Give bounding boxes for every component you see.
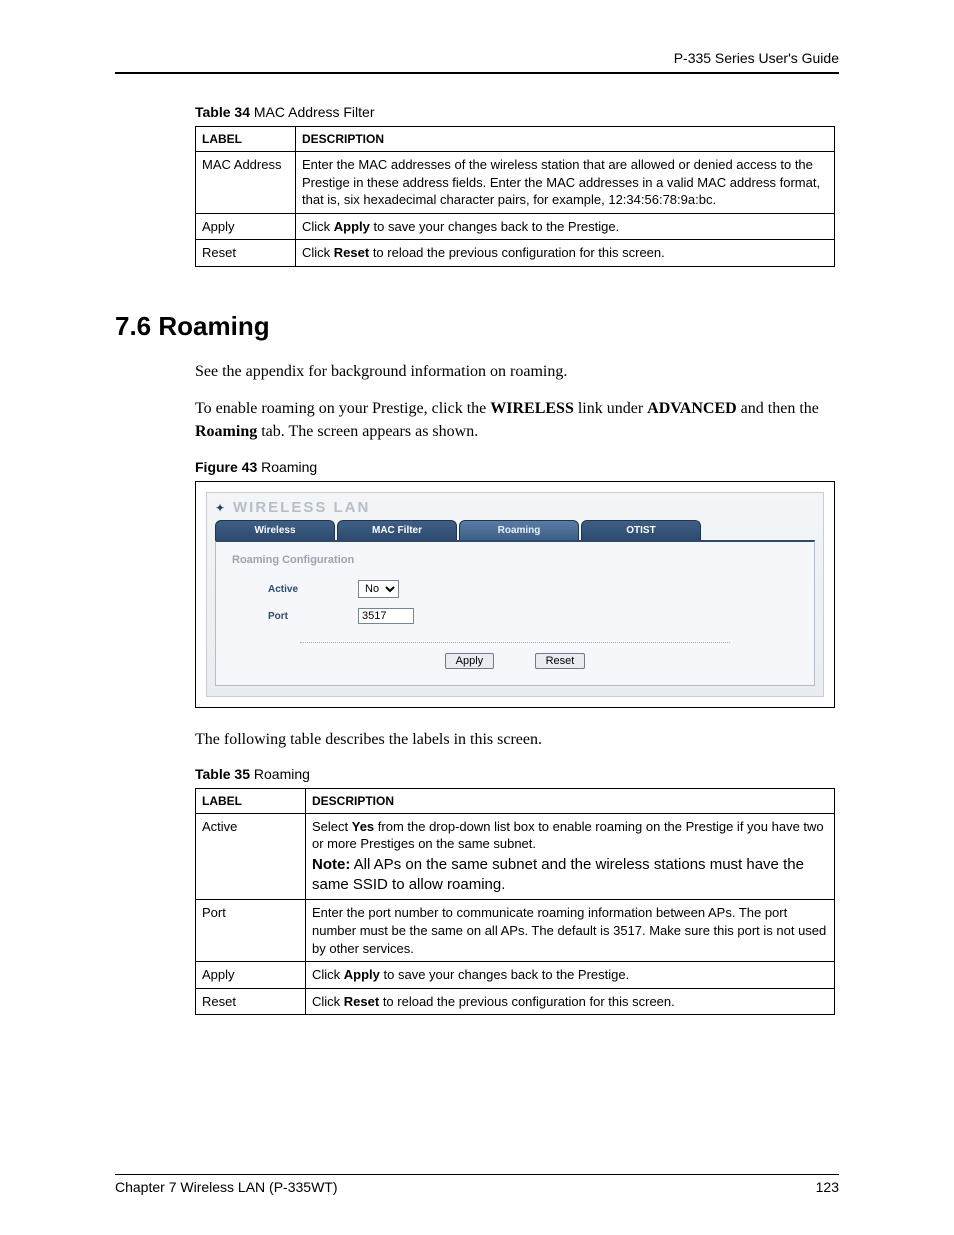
figure43-ui-frame: ✦ WIRELESS LAN Wireless MAC Filter Roami… [195, 481, 835, 708]
footer-left: Chapter 7 Wireless LAN (P-335WT) [115, 1179, 338, 1195]
apply-button[interactable]: Apply [445, 653, 495, 669]
text: link under [574, 400, 647, 417]
text: and then the [737, 400, 819, 417]
table-row: Apply Click Apply to save your changes b… [196, 213, 835, 240]
text-bold: WIRELESS [490, 400, 574, 417]
ui-panel: ✦ WIRELESS LAN Wireless MAC Filter Roami… [206, 492, 824, 697]
table34-r2-label: Reset [196, 240, 296, 267]
footer-right: 123 [816, 1179, 839, 1195]
text: to reload the previous configuration for… [369, 245, 665, 260]
text-bold: Yes [352, 819, 374, 834]
table34-caption: Table 34 MAC Address Filter [195, 104, 839, 120]
active-select[interactable]: No [358, 580, 399, 598]
table35-caption-bold: Table 35 [195, 766, 250, 782]
table34-r0-desc: Enter the MAC addresses of the wireless … [296, 152, 835, 214]
table35-caption-rest: Roaming [250, 766, 310, 782]
figure43-caption-rest: Roaming [257, 459, 317, 475]
table34-r0-label: MAC Address [196, 152, 296, 214]
table-row: Reset Click Reset to reload the previous… [196, 240, 835, 267]
table-header-row: LABEL DESCRIPTION [196, 788, 835, 813]
para1: See the appendix for background informat… [195, 360, 839, 383]
ui-divider [300, 642, 730, 643]
ui-body: Roaming Configuration Active No Port App… [215, 540, 815, 686]
section-heading: 7.6 Roaming [115, 311, 839, 342]
figure43-caption: Figure 43 Roaming [195, 459, 839, 475]
tab-mac-filter[interactable]: MAC Filter [337, 520, 457, 540]
text: Click [312, 967, 344, 982]
ui-title-row: ✦ WIRELESS LAN [207, 493, 823, 520]
text: To enable roaming on your Prestige, clic… [195, 400, 490, 417]
text: Select [312, 819, 352, 834]
table-row: Port Enter the port number to communicat… [196, 900, 835, 962]
table35-active-desc: Select Yes from the drop-down list box t… [306, 813, 835, 900]
text-bold: Note: [312, 856, 350, 873]
text-bold: Roaming [195, 423, 257, 440]
ui-section-label: Roaming Configuration [232, 554, 800, 566]
table35-reset-label: Reset [196, 988, 306, 1015]
bullet-icon: ✦ [215, 503, 225, 513]
header-rule [115, 72, 839, 74]
port-input[interactable] [358, 608, 414, 624]
table34-head-desc: DESCRIPTION [296, 127, 835, 152]
text: Click [312, 994, 344, 1009]
table-row: Apply Click Apply to save your changes b… [196, 962, 835, 989]
table35-reset-desc: Click Reset to reload the previous confi… [306, 988, 835, 1015]
table34-caption-bold: Table 34 [195, 104, 250, 120]
text: tab. The screen appears as shown. [257, 423, 478, 440]
text: Click [302, 245, 334, 260]
table35-port-label: Port [196, 900, 306, 962]
table35-port-desc: Enter the port number to communicate roa… [306, 900, 835, 962]
text: Click [302, 219, 334, 234]
footer: Chapter 7 Wireless LAN (P-335WT) 123 [115, 1174, 839, 1195]
table35-head-desc: DESCRIPTION [306, 788, 835, 813]
table34-r1-desc: Click Apply to save your changes back to… [296, 213, 835, 240]
footer-rule [115, 1174, 839, 1175]
table34-r2-desc: Click Reset to reload the previous confi… [296, 240, 835, 267]
table-row: Reset Click Reset to reload the previous… [196, 988, 835, 1015]
text: from the drop-down list box to enable ro… [312, 819, 824, 852]
table34: LABEL DESCRIPTION MAC Address Enter the … [195, 126, 835, 267]
ui-title: WIRELESS LAN [233, 499, 370, 516]
para2: To enable roaming on your Prestige, clic… [195, 397, 839, 443]
figure43-caption-bold: Figure 43 [195, 459, 257, 475]
table-row: Active Select Yes from the drop-down lis… [196, 813, 835, 900]
table35-apply-label: Apply [196, 962, 306, 989]
after-figure-para: The following table describes the labels… [195, 728, 839, 751]
table35-apply-desc: Click Apply to save your changes back to… [306, 962, 835, 989]
text-bold: Reset [344, 994, 379, 1009]
table-row: MAC Address Enter the MAC addresses of t… [196, 152, 835, 214]
text: to save your changes back to the Prestig… [380, 967, 629, 982]
text: All APs on the same subnet and the wirel… [312, 856, 804, 893]
port-label: Port [268, 611, 358, 622]
text-bold: Apply [334, 219, 370, 234]
tab-roaming[interactable]: Roaming [459, 520, 579, 540]
active-label: Active [268, 584, 358, 595]
text-bold: ADVANCED [647, 400, 737, 417]
table34-caption-rest: MAC Address Filter [250, 104, 374, 120]
table34-head-label: LABEL [196, 127, 296, 152]
text-bold: Apply [344, 967, 380, 982]
text-bold: Reset [334, 245, 369, 260]
footer-row: Chapter 7 Wireless LAN (P-335WT) 123 [115, 1179, 839, 1195]
tab-wireless[interactable]: Wireless [215, 520, 335, 540]
table35-caption: Table 35 Roaming [195, 766, 839, 782]
text: to reload the previous configuration for… [379, 994, 675, 1009]
ui-tabs: Wireless MAC Filter Roaming OTIST [207, 520, 823, 540]
text: to save your changes back to the Prestig… [370, 219, 619, 234]
table35: LABEL DESCRIPTION Active Select Yes from… [195, 788, 835, 1016]
tab-otist[interactable]: OTIST [581, 520, 701, 540]
ui-row-port: Port [268, 608, 800, 624]
table35-active-note: Note: All APs on the same subnet and the… [312, 855, 828, 896]
ui-button-row: Apply Reset [230, 651, 800, 669]
table35-active-label: Active [196, 813, 306, 900]
header-guide-title: P-335 Series User's Guide [115, 50, 839, 72]
ui-row-active: Active No [268, 580, 800, 598]
table35-head-label: LABEL [196, 788, 306, 813]
reset-button[interactable]: Reset [535, 653, 586, 669]
table-header-row: LABEL DESCRIPTION [196, 127, 835, 152]
table34-r1-label: Apply [196, 213, 296, 240]
